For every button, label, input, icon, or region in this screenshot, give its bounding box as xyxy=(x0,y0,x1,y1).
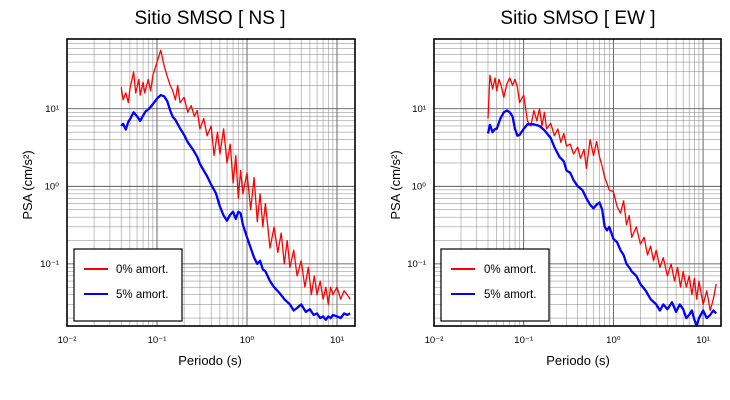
legend-label-0: 0% amort. xyxy=(484,264,536,276)
y-axis-label: PSA (cm/s²) xyxy=(388,150,403,219)
legend-label-0: 0% amort. xyxy=(116,264,168,276)
y-tick-label: 10¹ xyxy=(412,104,426,115)
chart-title: Sitio SMSO [ EW ] xyxy=(500,8,655,29)
series-layer xyxy=(486,74,718,327)
legend-box xyxy=(73,248,183,322)
x-axis-label: Periodo (s) xyxy=(546,353,610,368)
x-tick-label: 10⁻² xyxy=(58,335,77,346)
chart-title: Sitio SMSO [ NS ] xyxy=(135,8,286,29)
tick-labels: 10⁻² 10⁻¹ 10⁰ 10¹ 10⁻¹ 10⁰ 10¹ xyxy=(40,104,344,346)
x-tick-label: 10⁰ xyxy=(606,335,621,346)
series-line-1 xyxy=(120,93,351,321)
x-tick-label: 10⁻¹ xyxy=(148,335,167,346)
series-line-0 xyxy=(120,49,351,306)
x-tick-label: 10⁰ xyxy=(240,335,255,346)
x-tick-label: 10⁻¹ xyxy=(514,335,533,346)
plot-frame xyxy=(66,38,356,327)
legend: 0% amort. 5% amort. xyxy=(73,248,183,322)
x-tick-label: 10¹ xyxy=(330,335,344,346)
y-axis-label: PSA (cm/s²) xyxy=(20,150,35,219)
series-line-1 xyxy=(486,109,718,327)
series-line-0 xyxy=(487,74,717,312)
series-layer xyxy=(120,49,351,321)
y-tick-label: 10⁻¹ xyxy=(40,259,59,270)
x-tick-label: 10⁻² xyxy=(425,335,444,346)
x-tick-label: 10¹ xyxy=(696,335,710,346)
tick-labels: 10⁻² 10⁻¹ 10⁰ 10¹ 10⁻¹ 10⁰ 10¹ xyxy=(407,104,710,346)
y-tick-label: 10⁰ xyxy=(412,181,427,192)
y-tick-label: 10¹ xyxy=(45,104,59,115)
legend-box xyxy=(440,248,550,322)
chart-ew: Sitio SMSO [ EW ] 10⁻² 10⁻¹ 10⁰ 10¹10⁻¹10⁰1… xyxy=(388,8,722,368)
x-axis-label: Periodo (s) xyxy=(178,353,242,368)
y-tick-label: 10⁰ xyxy=(45,181,60,192)
legend-label-1: 5% amort. xyxy=(484,289,536,301)
y-tick-label: 10⁻¹ xyxy=(407,259,426,270)
legend: 0% amort. 5% amort. xyxy=(440,248,550,322)
legend-label-1: 5% amort. xyxy=(116,289,168,301)
plot-frame xyxy=(433,38,722,327)
chart-ns: Sitio SMSO [ NS ] 10⁻² 10⁻¹ 10⁰ 10¹10⁻¹10⁰1… xyxy=(20,8,356,368)
